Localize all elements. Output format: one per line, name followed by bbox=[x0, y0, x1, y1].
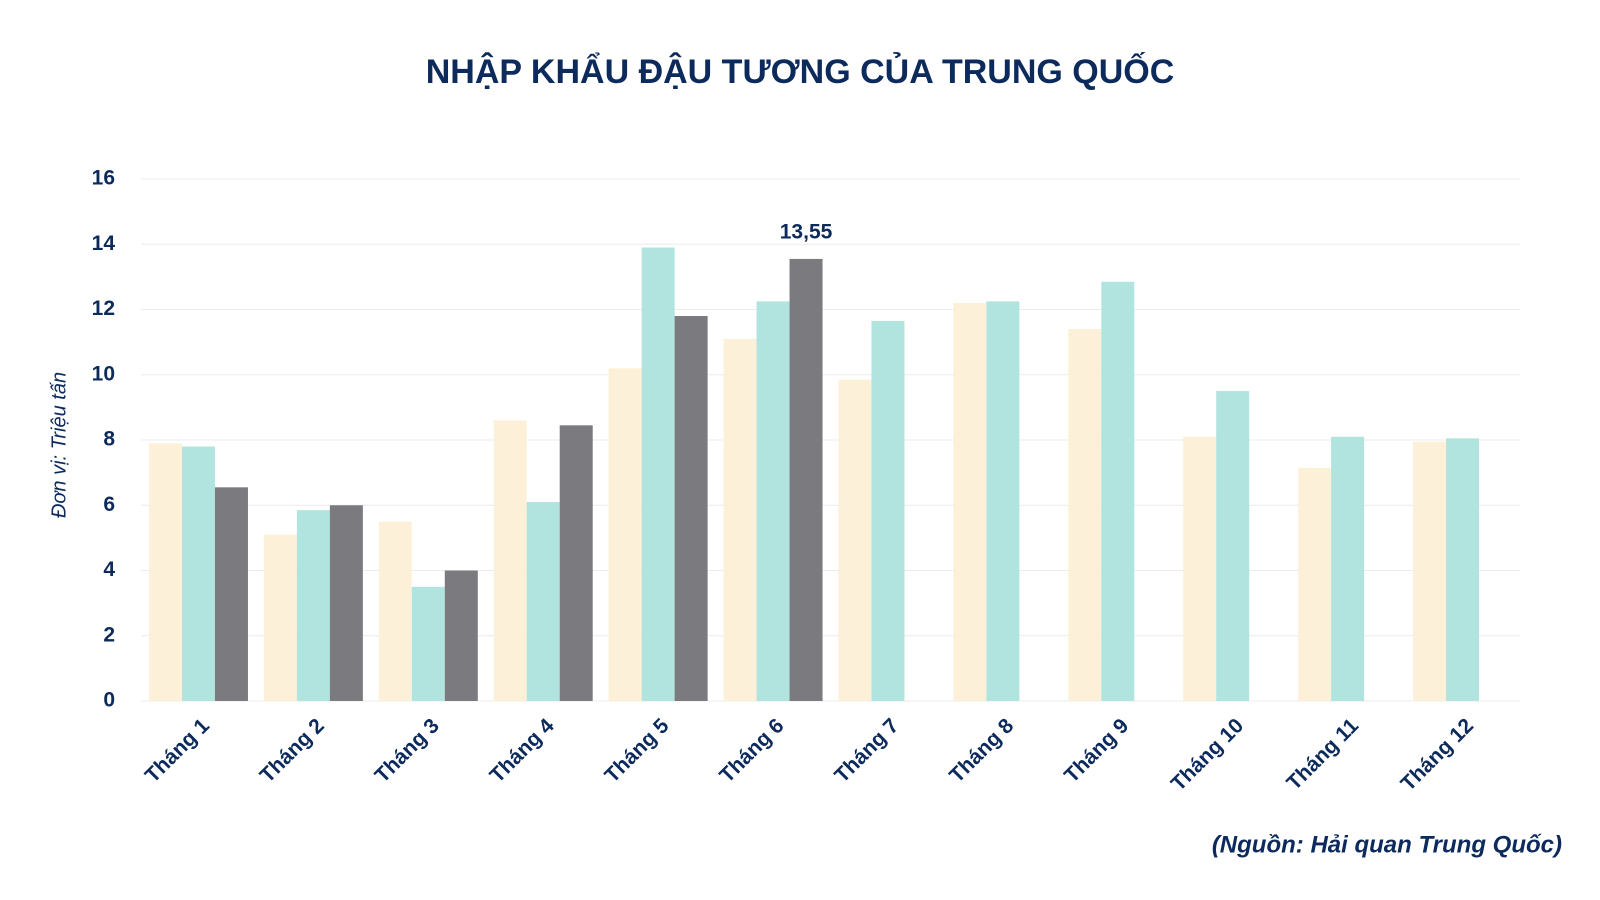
bar bbox=[674, 316, 708, 701]
y-tick-label: 16 bbox=[92, 167, 115, 190]
bar bbox=[723, 338, 757, 701]
bar bbox=[641, 247, 675, 701]
bar bbox=[148, 443, 182, 701]
x-tick-label: Tháng 1 bbox=[141, 714, 214, 787]
x-tick-label: Tháng 3 bbox=[371, 714, 444, 787]
x-tick-label: Tháng 11 bbox=[1282, 714, 1363, 795]
bar bbox=[871, 320, 905, 701]
x-tick-label: Tháng 10 bbox=[1167, 714, 1248, 795]
source-note: (Nguồn: Hải quan Trung Quốc) bbox=[1212, 831, 1562, 858]
y-tick-label: 6 bbox=[103, 493, 115, 516]
y-tick-label: 2 bbox=[103, 623, 115, 646]
bar bbox=[444, 570, 478, 701]
x-tick-label: Tháng 5 bbox=[600, 714, 673, 787]
bar bbox=[181, 446, 215, 701]
x-tick-label: Tháng 9 bbox=[1060, 714, 1133, 787]
bar bbox=[1101, 281, 1135, 701]
bar bbox=[263, 534, 297, 701]
chart-title: NHẬP KHẨU ĐẬU TƯƠNG CỦA TRUNG QUỐC bbox=[426, 52, 1175, 91]
x-tick-label: Tháng 12 bbox=[1397, 714, 1478, 795]
bar bbox=[1183, 436, 1217, 701]
bar bbox=[1298, 467, 1332, 701]
x-tick-label: Tháng 6 bbox=[715, 714, 788, 787]
y-axis-label: Đơn vị: Triệu tấn bbox=[48, 372, 70, 518]
bar bbox=[559, 425, 593, 701]
bar bbox=[493, 420, 527, 701]
bar bbox=[329, 505, 363, 701]
bar bbox=[838, 379, 872, 701]
bar bbox=[608, 368, 642, 701]
bar bbox=[526, 501, 560, 701]
y-tick-label: 4 bbox=[103, 558, 115, 581]
x-tick-label: Tháng 7 bbox=[830, 714, 903, 787]
y-tick-label: 14 bbox=[92, 232, 116, 255]
x-tick-label: Tháng 4 bbox=[485, 714, 558, 787]
y-tick-label: 12 bbox=[92, 297, 115, 320]
y-tick-label: 0 bbox=[103, 689, 115, 712]
x-tick-label: Tháng 2 bbox=[256, 714, 329, 787]
bar bbox=[953, 302, 987, 701]
bar bbox=[1413, 441, 1447, 701]
value-label: 13,55 bbox=[780, 220, 833, 243]
bar bbox=[214, 487, 248, 701]
bar bbox=[789, 258, 823, 701]
bar bbox=[296, 510, 330, 701]
y-tick-label: 10 bbox=[92, 362, 115, 385]
bar bbox=[1216, 391, 1250, 701]
bar bbox=[378, 521, 412, 701]
bar bbox=[411, 586, 445, 701]
bar bbox=[756, 301, 790, 701]
x-tick-label: Tháng 8 bbox=[945, 714, 1018, 787]
bar bbox=[1068, 329, 1102, 701]
y-tick-label: 8 bbox=[103, 428, 115, 451]
bar bbox=[1331, 436, 1365, 701]
bar bbox=[986, 301, 1020, 701]
bar bbox=[1446, 438, 1480, 701]
